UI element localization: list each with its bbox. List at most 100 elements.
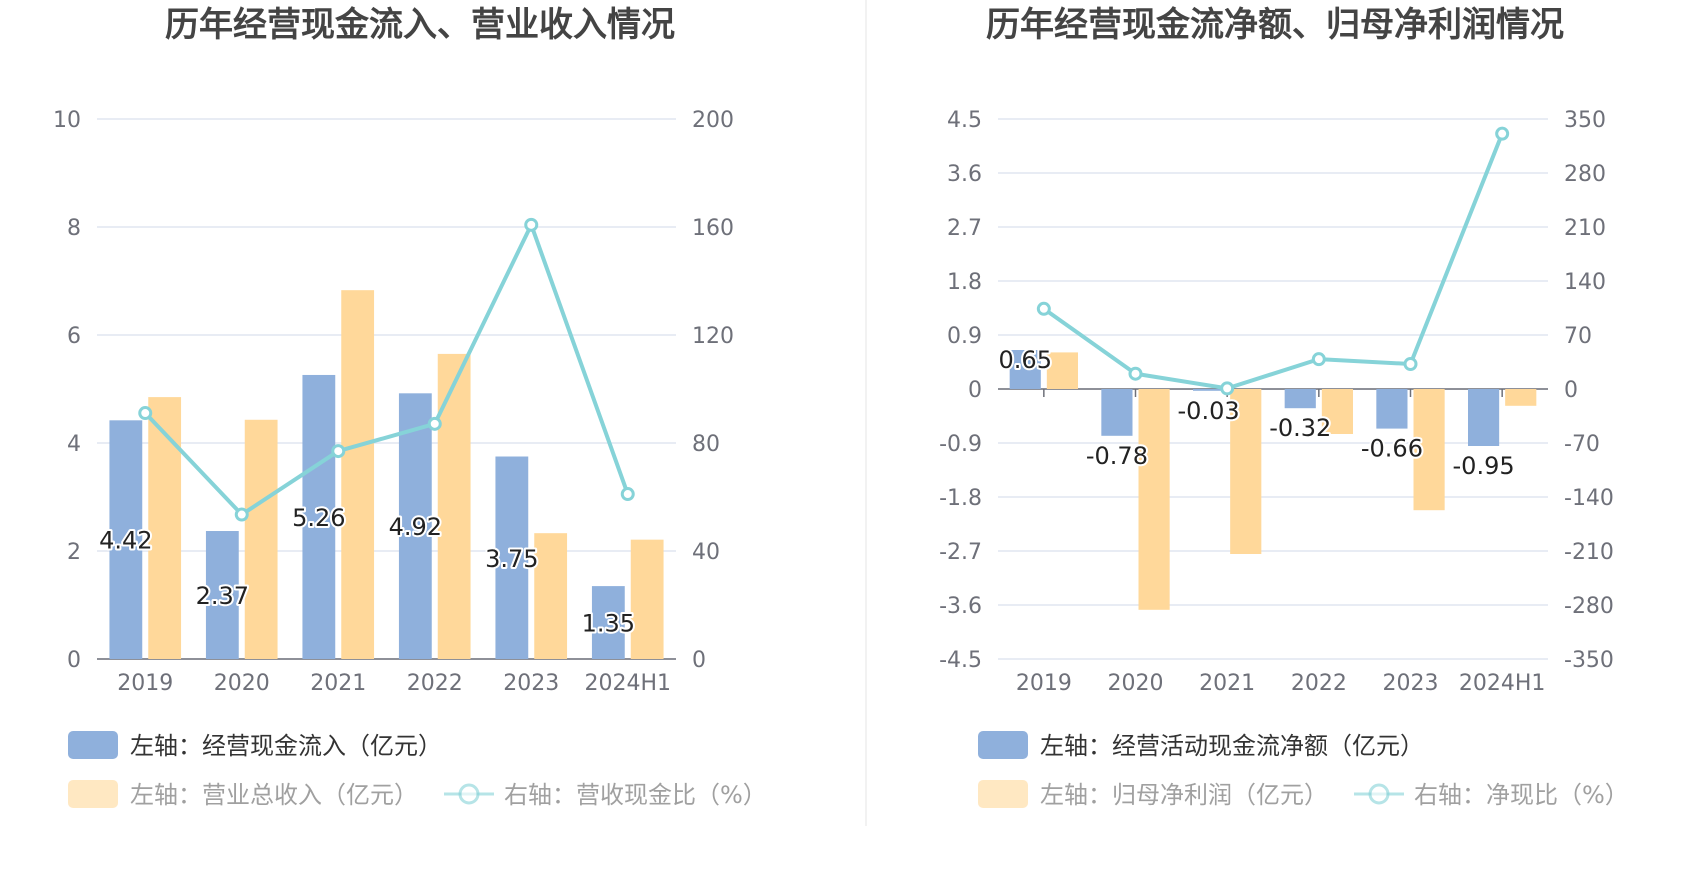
bar-primary-2021	[302, 374, 336, 659]
legend-swatch-net-cash	[978, 731, 1028, 759]
bar-primary-2024H1	[591, 586, 625, 659]
x-tick-label: 2023	[1383, 671, 1439, 696]
data-labels: 0.65 -0.78 -0.03 -0.32 -0.66 -0.95	[997, 344, 1517, 482]
data-label-2024H1: -0.95	[1453, 452, 1515, 480]
legend-marker-net-cash-ratio	[1368, 783, 1390, 805]
bar-primary-2022	[398, 393, 432, 659]
x-tick-label: 2020	[1108, 671, 1164, 696]
legend-item-cash-inflow[interactable]: 左轴：经营现金流入（亿元）	[68, 731, 442, 760]
data-label-2020: 2.37	[196, 582, 249, 610]
right-tick-label: 40	[692, 540, 720, 565]
right-tick-label: 350	[1564, 108, 1606, 133]
ratio-line-path	[1042, 132, 1505, 391]
ratio-point-2022	[1311, 352, 1326, 367]
bar-secondary-2024H1	[1505, 389, 1537, 406]
bar-secondary-2019	[1046, 352, 1078, 389]
ratio-point-2022	[427, 416, 442, 431]
axis-ticks: 4.5 350 3.6 280 2.7 210 1.8 140 0.9 70 0 0 -0.9 -70 -1…	[939, 108, 1614, 696]
left-tick-label: 0	[968, 378, 982, 403]
legend-item-revenue[interactable]: 左轴：营业总收入（亿元）	[68, 780, 418, 809]
gridlines	[998, 118, 1548, 660]
bar-secondary-2019	[148, 397, 182, 659]
right-tick-label: -140	[1564, 486, 1614, 511]
cash-inflow-revenue-chart: 历年经营现金流入、营业收入情况 10 200 8 160 6 120 4 80 2 40 0 0 201…	[53, 5, 767, 809]
bars	[109, 290, 664, 659]
x-tick-label: 2019	[117, 671, 173, 696]
x-tick-label: 2021	[310, 671, 366, 696]
data-label-2020: -0.78	[1086, 442, 1148, 470]
ratio-point-2024H1	[1495, 126, 1510, 141]
right-tick-label: 200	[692, 108, 734, 133]
bar-primary-2020	[1101, 389, 1133, 436]
legend-label-cash-inflow: 左轴：经营现金流入（亿元）	[130, 732, 442, 760]
bar-secondary-2023	[534, 533, 568, 659]
left-tick-label: 2.7	[947, 216, 982, 241]
right-tick-label: 0	[692, 648, 706, 673]
bar-primary-2023	[495, 456, 529, 659]
x-tick-label: 2023	[503, 671, 559, 696]
bars	[1009, 350, 1537, 610]
bar-primary-2022	[1284, 389, 1316, 409]
data-label-2024H1: 1.35	[582, 610, 635, 638]
legend-item-net-cash-ratio[interactable]: 右轴：净现比（%）	[1354, 781, 1629, 809]
chart-title: 历年经营现金流入、营业收入情况	[165, 5, 675, 45]
data-labels: 4.42 2.37 5.26 4.92 3.75 1.35	[97, 502, 637, 640]
ratio-point-2021	[331, 444, 346, 459]
data-label-2021: 5.26	[292, 504, 345, 532]
bar-primary-2024H1	[1468, 389, 1500, 446]
left-tick-label: 4	[67, 432, 81, 457]
right-tick-label: -210	[1564, 540, 1614, 565]
x-tick-label: 2022	[407, 671, 463, 696]
data-label-2021: -0.03	[1178, 397, 1240, 425]
ratio-point-2021	[1220, 381, 1235, 396]
left-tick-label: -1.8	[939, 486, 982, 511]
data-label-2022: -0.32	[1269, 414, 1331, 442]
bar-secondary-2024H1	[630, 539, 664, 659]
legend-item-net-profit[interactable]: 左轴：归母净利润（亿元）	[978, 780, 1328, 809]
legend: 左轴：经营活动现金流净额（亿元） 左轴：归母净利润（亿元） 右轴：净现比（%）	[978, 731, 1629, 809]
left-tick-label: -3.6	[939, 594, 982, 619]
left-tick-label: -2.7	[939, 540, 982, 565]
bar-secondary-2021	[341, 290, 375, 659]
data-label-2019: 4.42	[99, 527, 152, 555]
right-tick-label: 0	[1564, 378, 1578, 403]
left-tick-label: 10	[53, 108, 81, 133]
bar-secondary-2023	[1413, 389, 1445, 511]
ratio-point-2020	[234, 507, 249, 522]
right-tick-label: 120	[692, 324, 734, 349]
bar-secondary-2020	[244, 419, 278, 659]
bar-primary-2020	[205, 531, 239, 659]
ratio-point-2024H1	[620, 487, 635, 502]
legend-swatch-cash-inflow	[68, 731, 118, 759]
x-tick-label: 2020	[214, 671, 270, 696]
ratio-line	[1036, 126, 1510, 396]
ratio-line-path	[143, 222, 630, 517]
data-label-2022: 4.92	[389, 513, 442, 541]
right-tick-label: 80	[692, 432, 720, 457]
legend: 左轴：经营现金流入（亿元） 左轴：营业总收入（亿元） 右轴：营收现金比（%）	[68, 731, 767, 809]
bar-secondary-2021	[1230, 389, 1262, 554]
data-label-2019: 0.65	[999, 346, 1052, 374]
data-label-2023: 3.75	[485, 545, 538, 573]
bar-secondary-2022	[1321, 389, 1353, 434]
right-tick-label: 140	[1564, 270, 1606, 295]
x-tick-label: 2024H1	[1459, 671, 1546, 696]
ratio-point-2019	[1036, 301, 1051, 316]
data-label-2023: -0.66	[1361, 435, 1423, 463]
bar-secondary-2020	[1138, 389, 1170, 610]
legend-label-net-profit: 左轴：归母净利润（亿元）	[1040, 781, 1328, 809]
ratio-point-2019	[138, 406, 153, 421]
right-tick-label: -70	[1564, 432, 1600, 457]
right-tick-label: 210	[1564, 216, 1606, 241]
left-tick-label: 0.9	[947, 324, 982, 349]
x-tick-label: 2019	[1016, 671, 1072, 696]
legend-label-revenue: 左轴：营业总收入（亿元）	[130, 781, 418, 809]
right-tick-label: -350	[1564, 648, 1614, 673]
legend-marker-ratio	[458, 783, 480, 805]
legend-item-ratio[interactable]: 右轴：营收现金比（%）	[444, 781, 767, 809]
left-tick-label: 4.5	[947, 108, 982, 133]
legend-item-net-cash[interactable]: 左轴：经营活动现金流净额（亿元）	[978, 731, 1424, 760]
left-tick-label: 6	[67, 324, 81, 349]
right-tick-label: 70	[1564, 324, 1592, 349]
